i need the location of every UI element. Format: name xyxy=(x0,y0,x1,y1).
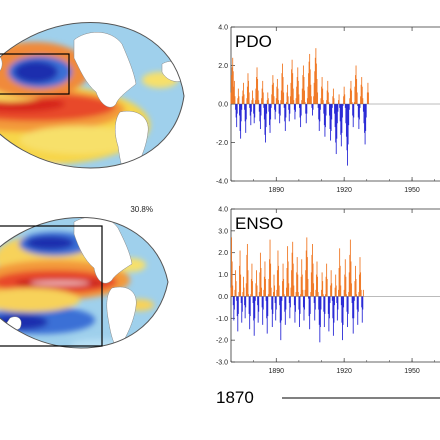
y-tick-label: 4.0 xyxy=(218,25,228,32)
x-tick-label: 1950 xyxy=(404,368,420,375)
y-tick-label: -2.0 xyxy=(216,140,228,147)
north-america-landmass xyxy=(73,217,133,284)
x-tick-label: 1950 xyxy=(404,187,420,194)
pdo-index-region-box xyxy=(0,53,70,95)
variance-explained-label: 30.8% xyxy=(130,205,153,214)
x-tick-label: 1890 xyxy=(268,187,284,194)
pdo-regression-map xyxy=(0,22,185,169)
enso-regression-map: 30.8% xyxy=(0,205,169,349)
bars xyxy=(230,48,440,166)
y-tick-label: -4.0 xyxy=(216,179,228,186)
y-tick-label: 2.0 xyxy=(218,63,228,70)
asia-landmass xyxy=(0,48,3,85)
south-america-landmass xyxy=(106,286,137,348)
y-tick-label: -1.0 xyxy=(216,316,228,323)
chart-title: ENSO xyxy=(235,214,283,233)
y-tick-label: 0.0 xyxy=(218,294,228,301)
y-tick-label: 3.0 xyxy=(218,228,228,235)
y-tick-label: -3.0 xyxy=(216,360,228,367)
enso-index-region-box xyxy=(0,225,103,347)
north-america-landmass xyxy=(73,32,137,108)
y-tick-label: 1.0 xyxy=(218,272,228,279)
chart-title: PDO xyxy=(235,32,272,51)
x-tick-label: 1920 xyxy=(336,368,352,375)
enso-index-chart: 4.0 3.0 2.0 1.0 0.0 -1.0 -2.0 -3.0 1890 1920 1950… xyxy=(216,207,440,375)
map-outline xyxy=(0,22,185,169)
pdo-index-chart: 4.0 2.0 0.0 -2.0 -4.0 1890 1920 1950 PDO xyxy=(216,25,440,194)
x-tick-label: 1920 xyxy=(336,187,352,194)
x-axis: 1890 1920 1950 xyxy=(230,27,440,194)
australia-landmass xyxy=(0,148,17,168)
y-tick-label: 2.0 xyxy=(218,250,228,257)
x-tick-label: 1890 xyxy=(268,368,284,375)
bars xyxy=(230,237,440,343)
map-anomaly-field xyxy=(0,217,154,348)
timeline-start-year: 1870 xyxy=(216,388,254,407)
x-axis: 1890 1920 1950 xyxy=(230,209,440,375)
y-axis: 4.0 3.0 2.0 1.0 0.0 -1.0 -2.0 -3.0 xyxy=(216,207,440,367)
south-america-landmass xyxy=(115,110,149,168)
y-tick-label: 4.0 xyxy=(218,207,228,214)
y-tick-label: -2.0 xyxy=(216,338,228,345)
y-tick-label: 0.0 xyxy=(218,102,228,109)
